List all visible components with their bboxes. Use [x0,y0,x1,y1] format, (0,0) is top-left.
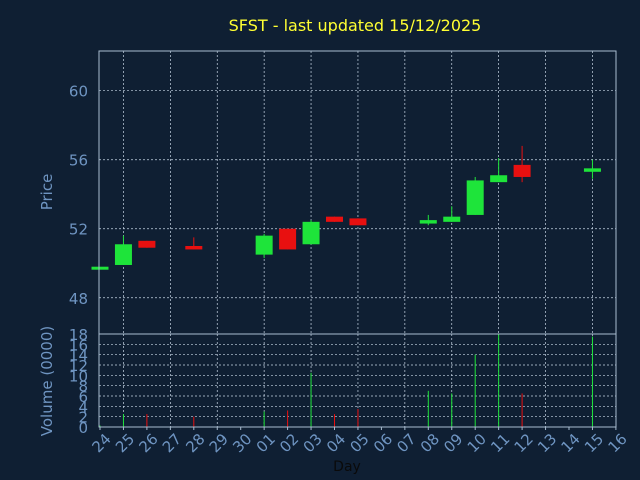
price-yticks: 48 52 56 60 [69,83,88,308]
volume-axis-label: Volume (0000) [38,326,56,436]
candle-body [302,221,320,245]
candle-body [513,164,531,177]
candle-body [91,266,109,270]
candle-body [326,216,343,222]
volume-tick-label: 2 [78,409,88,427]
candle-body [279,228,297,250]
candle-body [255,235,273,255]
candle-body [349,218,367,226]
candle-body [114,244,132,265]
volume-bars [99,334,593,427]
candle-body [466,180,484,215]
candles [91,145,601,270]
volume-tick-label: 10 [69,367,88,385]
volume-tick-label: 12 [69,357,88,375]
volume-tick-label: 0 [78,419,88,437]
price-grid [99,51,616,334]
volume-tick-label: 4 [78,398,88,416]
price-tick-label: 56 [69,152,88,170]
volume-tick-label: 8 [78,378,88,396]
volume-tick-label: 16 [69,336,88,354]
volume-tick-label: 18 [69,326,88,344]
candle-body [138,240,156,248]
candle-body [583,168,601,172]
candle-body [185,245,203,250]
price-tick-label: 48 [69,290,88,308]
price-panel: 48 52 56 60 Price [38,50,617,335]
candle-body [419,220,437,224]
candle-body [443,216,461,222]
price-tick-label: 52 [69,221,88,239]
x-axis-label: Day [333,459,361,475]
price-tick-label: 60 [69,83,88,101]
volume-tick-label: 6 [78,388,88,406]
chart-title: SFST - last updated 15/12/2025 [229,16,482,35]
volume-tick-label: 14 [69,347,88,365]
candle-body [490,175,508,183]
price-axis-label: Price [38,174,56,211]
